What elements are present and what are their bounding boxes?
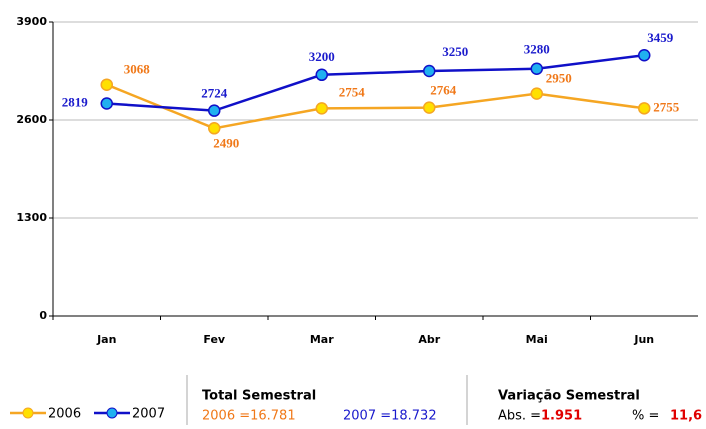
data-label: 3068 — [124, 62, 151, 77]
data-label: 3280 — [524, 42, 550, 57]
x-tick-label: Abr — [418, 333, 440, 346]
x-tick-label: Jan — [96, 333, 116, 346]
abs-value: 1.951 — [541, 409, 582, 424]
pct-label: % = — [632, 409, 659, 424]
legend-label: 2007 — [132, 407, 165, 422]
data-label: 2724 — [201, 86, 228, 101]
marker — [315, 102, 328, 115]
data-label: 3250 — [442, 44, 468, 59]
data-label: 3459 — [647, 30, 674, 45]
abs-label: Abs. = — [498, 409, 541, 424]
marker — [315, 68, 328, 82]
y-tick-label: 0 — [39, 309, 47, 322]
data-label: 2819 — [62, 94, 89, 109]
total-title: Total Semestral — [202, 389, 316, 404]
y-tick-label: 2600 — [16, 113, 47, 126]
marker — [423, 64, 436, 78]
data-label: 2950 — [546, 71, 572, 86]
x-tick-label: Mar — [310, 333, 334, 346]
data-label: 3200 — [309, 49, 335, 64]
marker — [208, 122, 221, 135]
total-2006: 2006 =16.781 — [202, 409, 296, 424]
x-tick-label: Mai — [526, 333, 548, 346]
data-label: 2754 — [339, 84, 366, 99]
pct-value: 11,6 — [670, 409, 702, 424]
marker — [100, 78, 113, 91]
series-line — [106, 54, 645, 112]
legend-marker — [106, 407, 118, 419]
data-label: 2764 — [430, 83, 457, 98]
y-tick-label: 3900 — [16, 15, 47, 28]
data-label: 2490 — [213, 135, 239, 150]
marker — [423, 101, 436, 114]
series-line — [106, 83, 645, 130]
x-tick-label: Fev — [203, 333, 226, 346]
marker — [638, 102, 651, 115]
x-tick-label: Jun — [633, 333, 654, 346]
data-label: 2755 — [653, 99, 680, 114]
total-2007: 2007 =18.732 — [343, 409, 437, 424]
y-tick-label: 1300 — [16, 211, 47, 224]
legend-marker — [22, 407, 34, 419]
marker — [208, 104, 221, 117]
marker — [530, 87, 543, 100]
marker — [638, 48, 651, 62]
variation-title: Variação Semestral — [498, 389, 640, 404]
marker — [100, 97, 113, 110]
marker — [530, 62, 543, 75]
legend-label: 2006 — [48, 407, 81, 422]
